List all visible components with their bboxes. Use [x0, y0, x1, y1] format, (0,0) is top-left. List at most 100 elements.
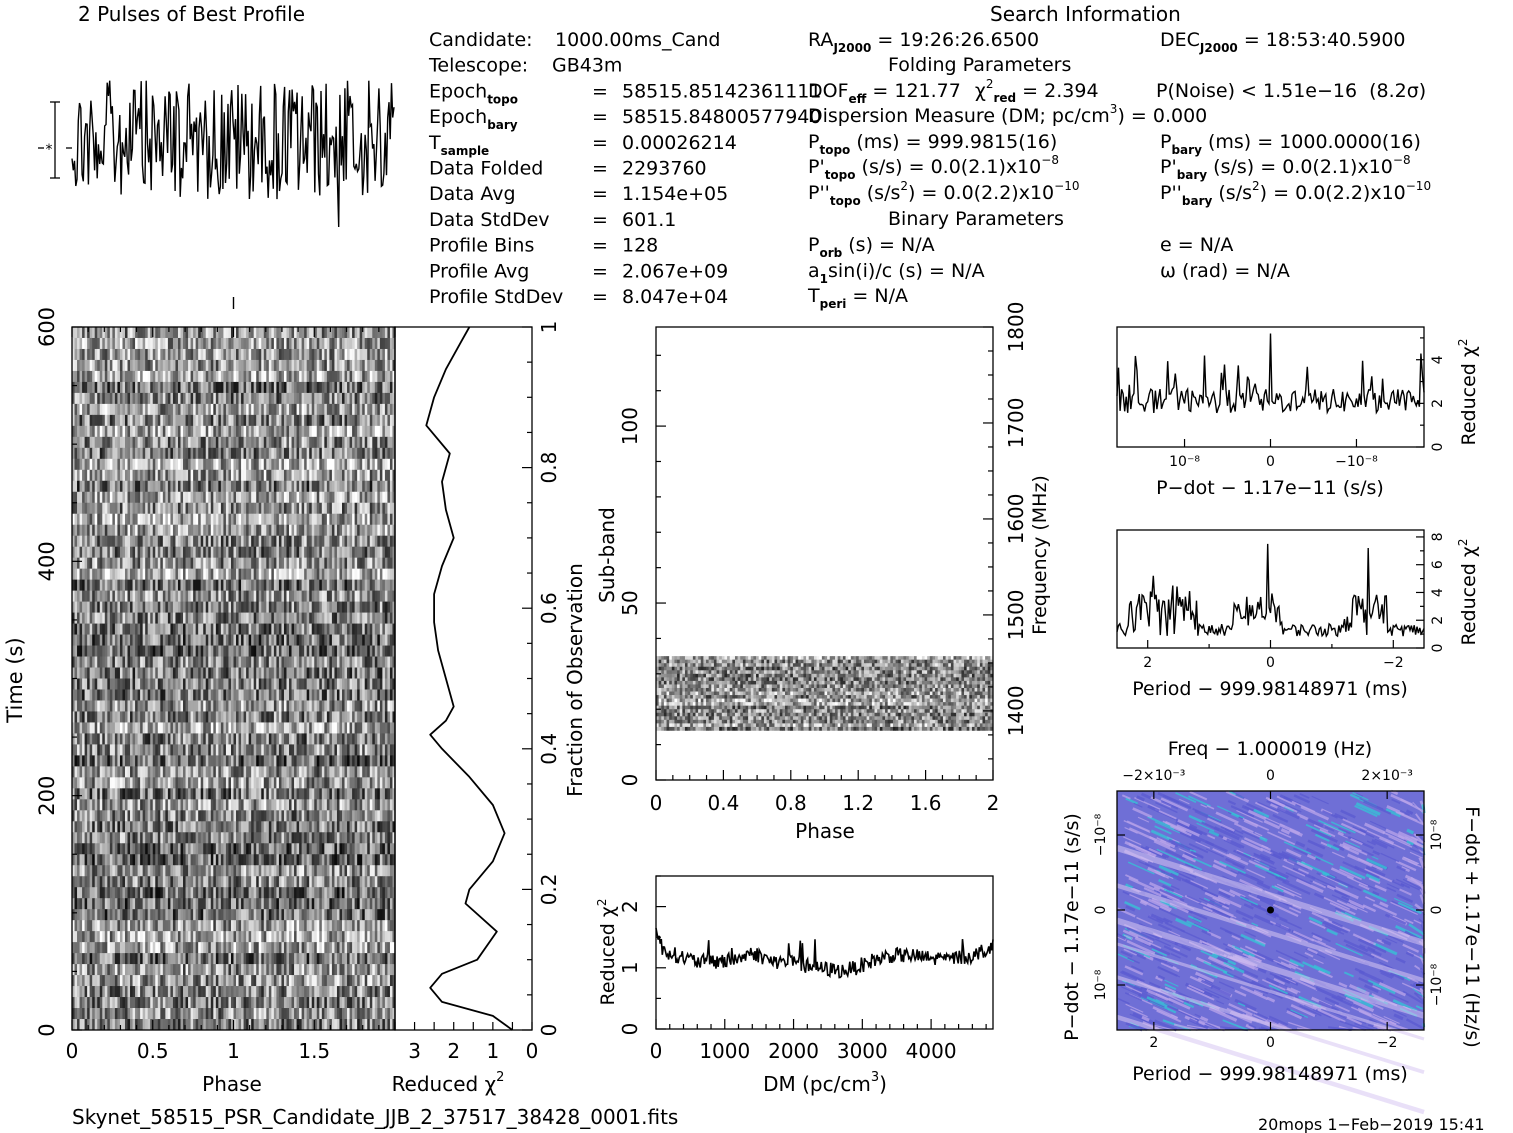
time-phase-cell: [170, 370, 174, 383]
time-phase-cell: [130, 689, 133, 701]
time-phase-cell: [87, 524, 90, 536]
time-phase-cell: [230, 678, 234, 690]
time-phase-cell: [389, 700, 393, 712]
time-phase-cell: [162, 403, 166, 416]
time-phase-cell: [316, 590, 320, 602]
time-phase-cell: [102, 634, 106, 646]
time-phase-cell: [190, 392, 194, 405]
time-phase-cell: [281, 414, 285, 427]
time-phase-cell: [372, 623, 376, 635]
time-phase-cell: [167, 348, 171, 361]
time-phase-cell: [233, 370, 237, 383]
time-phase-cell: [273, 458, 277, 471]
time-phase-cell: [185, 535, 189, 547]
time-phase-cell: [364, 546, 368, 558]
time-phase-cell: [135, 700, 138, 712]
time-phase-cell: [392, 502, 396, 515]
time-phase-cell: [256, 425, 260, 438]
time-phase-cell: [389, 414, 393, 427]
time-phase-cell: [127, 370, 131, 383]
time-phase-cell: [170, 348, 174, 361]
time-phase-cell: [268, 689, 272, 701]
time-phase-cell: [261, 579, 265, 591]
time-phase-cell: [276, 722, 280, 734]
time-phase-cell: [314, 370, 318, 383]
time-phase-cell: [278, 458, 282, 471]
time-phase-cell: [137, 348, 141, 361]
time-phase-cell: [246, 689, 249, 701]
time-phase-cell: [215, 568, 219, 580]
time-phase-cell: [190, 612, 194, 624]
time-phase-cell: [119, 392, 123, 405]
time-phase-cell: [364, 667, 368, 679]
time-phase-cell: [127, 634, 131, 646]
time-phase-cell: [119, 436, 123, 449]
time-phase-cell: [79, 612, 83, 624]
time-phase-cell: [127, 689, 131, 701]
time-phase-cell: [109, 645, 113, 657]
time-phase-cell: [89, 568, 93, 580]
time-phase-cell: [304, 491, 307, 504]
time-phase-cell: [180, 502, 184, 515]
time-phase-cell: [94, 414, 98, 427]
time-phase-cell: [296, 568, 300, 580]
time-phase-cell: [193, 458, 196, 471]
time-phase-cell: [276, 370, 280, 383]
time-phase-cell: [324, 491, 328, 504]
time-phase-cell: [157, 623, 161, 635]
time-phase-cell: [238, 392, 242, 405]
time-phase-cell: [329, 722, 333, 734]
time-phase-cell: [142, 590, 146, 602]
time-phase-cell: [352, 733, 355, 745]
time-phase-cell: [215, 557, 219, 569]
time-phase-cell: [357, 524, 360, 536]
time-phase-cell: [261, 359, 265, 372]
time-phase-cell: [319, 733, 323, 745]
time-phase-cell: [162, 535, 166, 547]
time-phase-cell: [165, 590, 169, 602]
time-phase-cell: [377, 623, 381, 635]
time-phase-cell: [170, 645, 174, 657]
time-phase-cell: [266, 689, 270, 701]
time-phase-cell: [122, 359, 126, 372]
time-phase-cell: [268, 579, 272, 591]
time-phase-cell: [180, 700, 184, 712]
time-phase-cell: [233, 733, 237, 745]
time-phase-cell: [324, 601, 328, 613]
time-phase-cell: [324, 733, 328, 745]
time-phase-cell: [145, 579, 148, 591]
time-phase-cell: [251, 535, 254, 547]
time-phase-cell: [392, 403, 396, 416]
time-phase-cell: [311, 711, 315, 723]
time-phase-cell: [294, 601, 297, 613]
time-phase-cell: [193, 667, 196, 679]
time-phase-cell: [331, 678, 335, 690]
time-phase-cell: [109, 579, 113, 591]
time-phase-cell: [387, 425, 391, 438]
time-phase-cell: [304, 458, 307, 471]
time-phase-cell: [266, 513, 270, 526]
time-phase-cell: [359, 700, 363, 712]
time-phase-cell: [326, 733, 330, 745]
time-phase-cell: [132, 612, 136, 624]
time-phase-cell: [286, 634, 290, 646]
time-phase-cell: [74, 634, 78, 646]
time-phase-cell: [286, 667, 290, 679]
time-phase-cell: [354, 656, 358, 668]
time-phase-cell: [208, 414, 212, 427]
time-phase-cell: [276, 513, 280, 526]
time-phase-cell: [374, 436, 378, 449]
time-phase-cell: [99, 469, 103, 482]
time-phase-cell: [140, 447, 143, 460]
time-phase-cell: [225, 370, 229, 383]
time-phase-cell: [253, 458, 257, 471]
time-phase-cell: [82, 656, 85, 668]
time-phase-cell: [289, 502, 292, 515]
time-phase-cell: [104, 590, 108, 602]
time-phase-cell: [266, 656, 270, 668]
time-phase-cell: [79, 370, 83, 383]
time-phase-cell: [352, 414, 355, 427]
time-phase-cell: [97, 425, 101, 438]
time-phase-cell: [364, 381, 368, 394]
time-phase-cell: [107, 403, 111, 416]
